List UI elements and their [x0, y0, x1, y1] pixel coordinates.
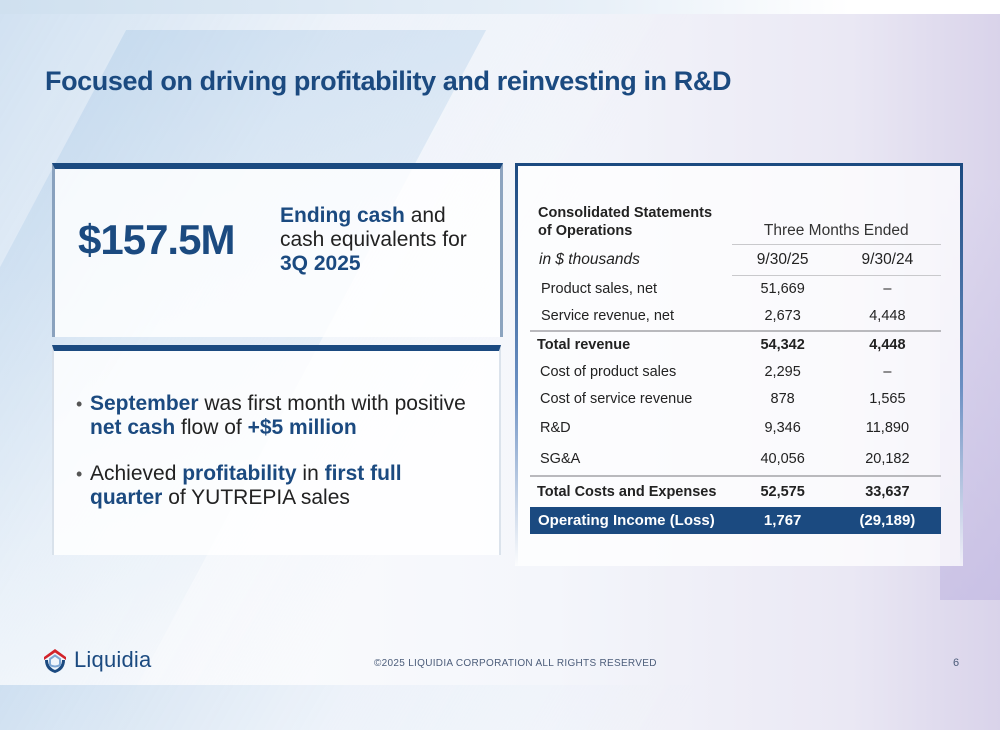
top-band — [0, 0, 1000, 14]
row-value: (29,189) — [833, 506, 941, 534]
row-value: 54,342 — [731, 329, 834, 359]
liquidia-logo-icon — [44, 649, 66, 673]
table-row: Cost of service revenue 878 1,565 — [530, 386, 941, 413]
table-row: Cost of product sales 2,295 – — [530, 359, 941, 386]
highlight-text: in — [296, 462, 325, 485]
highlight-item: • September was first month with positiv… — [76, 392, 478, 440]
bullet-icon: • — [76, 464, 83, 484]
row-value: – — [883, 364, 892, 380]
logo-text: Liquidia — [74, 647, 152, 672]
highlight-text: of YUTREPIA sales — [162, 486, 350, 509]
highlights-list: • September was first month with positiv… — [76, 392, 478, 532]
row-value: 33,637 — [833, 474, 941, 507]
statement-table: Consolidated Statements of Operations Th… — [530, 200, 941, 534]
row-label: Total Costs and Expenses — [530, 474, 732, 507]
row-value: 51,669 — [760, 281, 805, 297]
highlight-bold: first full quarter — [90, 462, 402, 509]
row-label: SG&A — [540, 451, 581, 467]
row-label: Service revenue, net — [541, 308, 674, 324]
highlight-bold: profitability — [182, 462, 297, 485]
statement-title-line-1: Consolidated Statements — [538, 205, 713, 221]
row-value: 9,346 — [764, 420, 801, 436]
row-value: 52,575 — [731, 474, 834, 507]
row-value: 1,565 — [869, 391, 906, 407]
table-header-row: Consolidated Statements of Operations Th… — [530, 200, 941, 245]
row-value: 11,890 — [865, 420, 910, 436]
table-row: R&D 9,346 11,890 — [530, 413, 941, 444]
row-value: 4,448 — [869, 308, 906, 324]
row-value: 40,056 — [760, 451, 805, 467]
table-row: Product sales, net 51,669 – — [530, 275, 941, 303]
cash-amount: $157.5M — [78, 216, 235, 263]
table-row: Service revenue, net 2,673 4,448 — [530, 303, 941, 331]
table-row-operating-income: Operating Income (Loss) 1,767 (29,189) — [530, 506, 941, 534]
row-label: Cost of product sales — [540, 364, 677, 380]
slide-title: Focused on driving profitability and rei… — [45, 66, 732, 96]
highlight-text: was first month with positive — [198, 392, 466, 415]
row-label: R&D — [540, 420, 571, 436]
statement-title-line-2: of Operations — [538, 223, 633, 239]
row-label: Cost of service revenue — [540, 391, 693, 407]
period-header: Three Months Ended — [731, 200, 941, 245]
column-header: 9/30/25 — [731, 244, 834, 276]
highlight-bold: net cash — [90, 416, 176, 439]
cash-desc-bold-1: Ending cash — [280, 204, 405, 227]
column-header: 9/30/24 — [833, 244, 941, 276]
row-value: – — [883, 281, 892, 297]
highlights-card — [52, 345, 501, 555]
row-label: Operating Income (Loss) — [530, 506, 732, 534]
cash-card — [52, 163, 503, 337]
row-label: Total revenue — [530, 329, 732, 359]
company-logo: Liquidia — [42, 646, 151, 674]
highlight-text: Achieved — [90, 462, 183, 485]
highlight-bold: +$5 million — [247, 416, 357, 439]
highlight-text: flow of — [175, 416, 248, 439]
row-value: 2,673 — [764, 308, 801, 324]
page-number: 6 — [953, 657, 960, 669]
cash-desc-bold-2: 3Q 2025 — [280, 252, 361, 275]
table-row: SG&A 40,056 20,182 — [530, 444, 941, 476]
cash-desc-text: and cash equivalents for — [280, 204, 467, 251]
units-row: in $ thousands 9/30/25 9/30/24 — [530, 244, 941, 276]
row-value: 4,448 — [833, 329, 941, 359]
highlight-item: • Achieved profitability in first full q… — [76, 462, 478, 510]
cash-description: Ending cash and cash equivalents for 3Q … — [280, 204, 480, 276]
row-value: 2,295 — [764, 364, 801, 380]
highlight-bold: September — [90, 392, 199, 415]
row-value: 1,767 — [731, 506, 834, 534]
row-label: Product sales, net — [541, 280, 658, 297]
units-label: in $ thousands — [539, 250, 640, 268]
table-row-total-revenue: Total revenue 54,342 4,448 — [530, 329, 941, 359]
statement-title: Consolidated Statements of Operations — [530, 200, 732, 244]
row-value: 878 — [770, 391, 795, 407]
copyright-footer: ©2025 LIQUIDIA CORPORATION ALL RIGHTS RE… — [374, 658, 657, 669]
bullet-icon: • — [76, 394, 83, 414]
row-value: 20,182 — [865, 451, 910, 467]
table-row-total-costs: Total Costs and Expenses 52,575 33,637 — [530, 474, 941, 507]
